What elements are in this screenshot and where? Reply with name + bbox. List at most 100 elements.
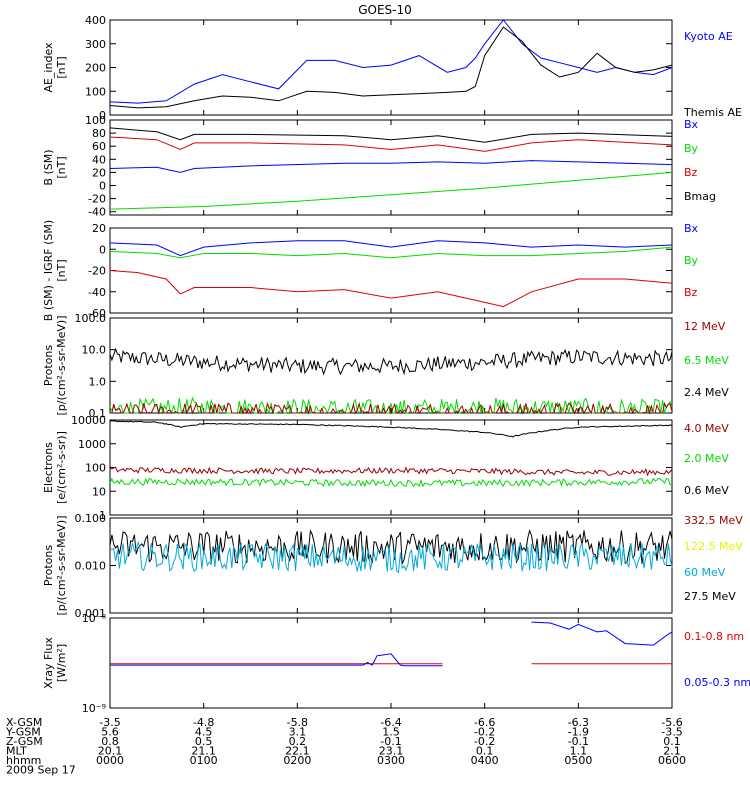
legend-entry: 4.0 MeV bbox=[684, 422, 729, 435]
legend-entry: 0.6 MeV bbox=[684, 484, 729, 497]
y-tick-label: 80 bbox=[92, 127, 106, 140]
panel-5: 1 10 100 1000 10000 Electrons [e/(cm²-s-sr)] 4.… bbox=[42, 414, 729, 522]
time-axis-value: 1.1 bbox=[570, 745, 588, 758]
time-axis-value: -5.8 bbox=[287, 716, 308, 729]
y-axis-label: [W/m²] bbox=[55, 644, 68, 682]
panel-frame bbox=[109, 317, 673, 414]
time-axis-value: 0200 bbox=[283, 754, 311, 767]
panel-1: 0 100 200 300 400 AE_index [nT] Kyoto AE Themis … bbox=[42, 14, 742, 122]
time-axis-value: 23.1 bbox=[379, 745, 404, 758]
y-axis-label: AE_index bbox=[42, 42, 55, 93]
time-axis-row-label: hhmm bbox=[6, 754, 41, 767]
y-axis-label: [nT] bbox=[55, 259, 68, 281]
time-axis-value: 0000 bbox=[96, 754, 124, 767]
y-tick-label: 0 bbox=[99, 243, 106, 256]
legend-entry: 60 MeV bbox=[684, 566, 726, 579]
series-line bbox=[109, 160, 673, 173]
legend-entry: 6.5 MeV bbox=[684, 354, 729, 367]
time-axis-row-label: MLT bbox=[6, 745, 27, 758]
y-axis-label: [p/(cm²-s-sr-MeV)] bbox=[55, 316, 68, 416]
series-line bbox=[109, 347, 673, 376]
y-axis-label: Protons bbox=[42, 345, 55, 386]
legend-entry: 2.0 MeV bbox=[684, 452, 729, 465]
series-line bbox=[109, 246, 673, 259]
time-axis-value: -3.5 bbox=[99, 716, 120, 729]
time-axis-value: 0.8 bbox=[101, 735, 119, 748]
y-tick-label: 0 bbox=[99, 180, 106, 193]
series-line bbox=[110, 621, 673, 667]
time-axis-value: 20.1 bbox=[98, 745, 123, 758]
y-axis-label: Xray Flux bbox=[42, 637, 55, 689]
y-axis-label: [p/(cm²-s-sr-MeV)] bbox=[55, 516, 68, 616]
legend-entry: 332.5 MeV bbox=[684, 514, 743, 527]
y-tick-label: 60 bbox=[92, 140, 106, 153]
time-axis-value: -0.2 bbox=[474, 735, 495, 748]
legend-entry: 122.5 MeV bbox=[684, 540, 743, 553]
time-axis-value: 0.1 bbox=[476, 745, 494, 758]
y-tick-label: 0.001 bbox=[75, 607, 107, 620]
time-axis-value: -0.1 bbox=[568, 735, 589, 748]
panel-3: -60 -40 -20 0 20 B (SM) - IGRF (SM) [nT] Bx By Bz bbox=[42, 220, 699, 321]
legend-entry: Bz bbox=[684, 166, 698, 179]
time-axis-value: -3.5 bbox=[661, 726, 682, 739]
y-tick-label: 1 bbox=[99, 509, 106, 522]
time-axis-value: 21.1 bbox=[191, 745, 216, 758]
legend-entry: 27.5 MeV bbox=[684, 590, 736, 603]
time-axis-value: -5.6 bbox=[661, 716, 682, 729]
y-tick-label: 100.0 bbox=[75, 312, 107, 325]
time-axis-value: -6.4 bbox=[380, 716, 401, 729]
series-line bbox=[109, 477, 673, 488]
time-axis-row-label: X-GSM bbox=[6, 716, 42, 729]
time-axis: X-GSM -3.5 -4.8 -5.8 -6.4 -6.6 -6.3 -5.6 Y-GSM 5.… bbox=[5, 716, 686, 777]
series-line bbox=[110, 401, 673, 415]
y-tick-label: -40 bbox=[88, 286, 106, 299]
time-axis-value: -0.2 bbox=[474, 726, 495, 739]
plot-title: GOES-10 bbox=[358, 3, 412, 17]
legend-entry: Themis AE bbox=[683, 106, 742, 119]
panel-6: 0.001 0.010 0.100 Protons [p/(cm²-s-sr-MeV)]… bbox=[42, 512, 743, 620]
y-axis-label: [nT] bbox=[55, 156, 68, 178]
y-axis-label: Protons bbox=[42, 545, 55, 586]
series-line bbox=[109, 270, 673, 308]
y-axis-label: [nT] bbox=[55, 56, 68, 78]
legend-entry: 12 MeV bbox=[684, 320, 726, 333]
y-axis-label: Electrons bbox=[42, 442, 55, 493]
legend-entry: By bbox=[684, 254, 699, 267]
legend-entry: By bbox=[684, 142, 699, 155]
time-axis-value: 3.1 bbox=[289, 726, 307, 739]
time-axis-row-label: Y-GSM bbox=[5, 726, 41, 739]
time-axis-value: 0.1 bbox=[663, 735, 681, 748]
panel-7: 10⁻⁹ 10⁻⁸ Xray Flux [W/m²] 0.1-0.8 nm 0.05-0.… bbox=[42, 612, 750, 715]
panel-frame bbox=[109, 617, 673, 709]
y-tick-label: 0.010 bbox=[75, 560, 107, 573]
y-tick-label: -40 bbox=[88, 206, 106, 219]
legend-entry: 0.1-0.8 nm bbox=[684, 630, 744, 643]
series-line bbox=[109, 240, 673, 257]
legend-entry: Bx bbox=[684, 222, 699, 235]
series-line bbox=[109, 540, 673, 574]
y-tick-label: 100 bbox=[85, 85, 106, 98]
legend-entry: Kyoto AE bbox=[684, 30, 733, 43]
time-axis-value: 4.5 bbox=[195, 726, 213, 739]
time-axis-value: 0600 bbox=[658, 754, 686, 767]
date-label: 2009 Sep 17 bbox=[6, 764, 76, 777]
series-line bbox=[109, 466, 673, 477]
y-tick-label: 100 bbox=[85, 462, 106, 475]
y-tick-label: 200 bbox=[85, 62, 106, 75]
series-line bbox=[109, 127, 673, 143]
y-tick-label: 20 bbox=[92, 222, 106, 235]
time-axis-value: 5.6 bbox=[101, 726, 119, 739]
y-tick-label: 0.1 bbox=[89, 407, 107, 420]
time-axis-value: -6.6 bbox=[474, 716, 495, 729]
time-axis-value: 0.2 bbox=[289, 735, 307, 748]
y-axis-label: B (SM) - IGRF (SM) bbox=[42, 220, 55, 321]
time-axis-value: 2.1 bbox=[663, 745, 681, 758]
time-axis-value: 0100 bbox=[190, 754, 218, 767]
series-line bbox=[109, 26, 673, 109]
time-axis-value: -6.3 bbox=[568, 716, 589, 729]
time-axis-value: 22.1 bbox=[285, 745, 310, 758]
series-line bbox=[109, 19, 673, 104]
time-axis-row-label: Z-GSM bbox=[6, 735, 43, 748]
